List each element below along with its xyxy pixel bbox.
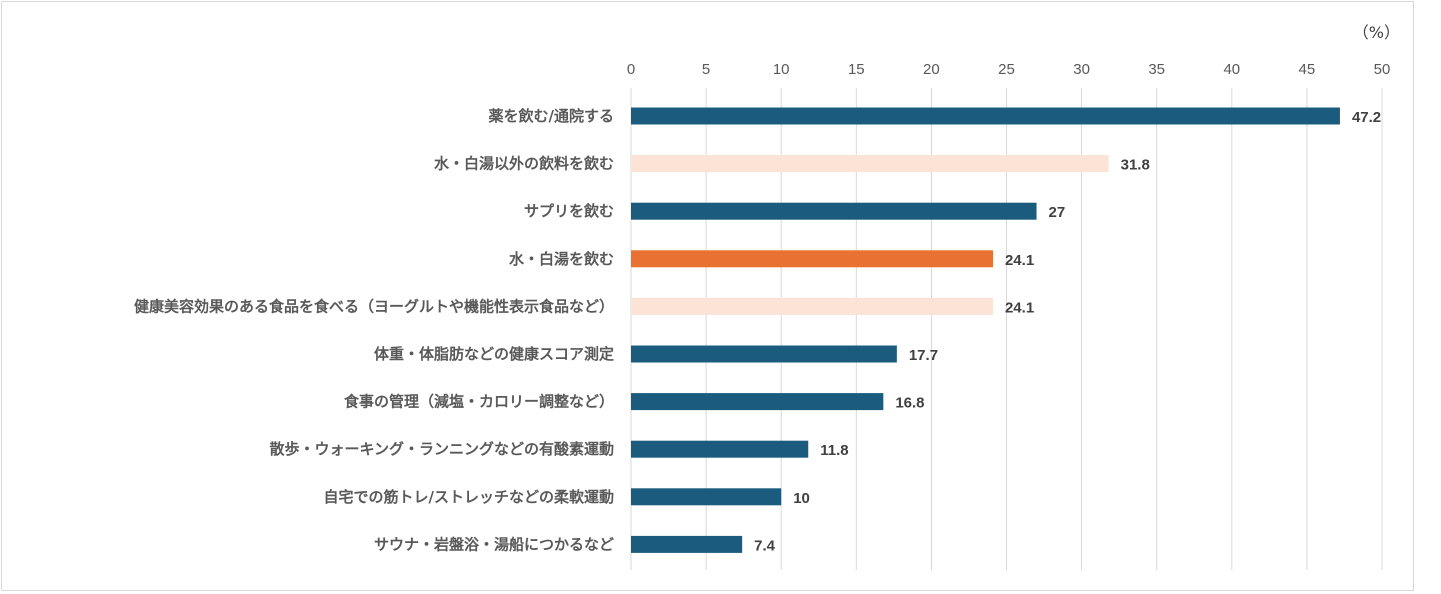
category-label: 水・白湯以外の飲料を飲む xyxy=(434,155,614,173)
data-labels: 47.2 31.8 27 24.1 24.1 17.7 16.8 11.8 10 7.4 xyxy=(754,109,1381,554)
category-label: 散歩・ウォーキング・ランニングなどの有酸素運動 xyxy=(269,440,614,458)
category-label: 水・白湯を飲む xyxy=(509,250,614,268)
x-tick-label: 30 xyxy=(1073,61,1090,78)
category-label: サウナ・岩盤浴・湯船につかるなど xyxy=(374,535,614,553)
unit-label: （%） xyxy=(1353,23,1400,42)
category-label: 薬を飲む/通院する xyxy=(488,107,614,125)
x-tick-label: 20 xyxy=(923,61,940,78)
x-tick-labels: 0 5 10 15 20 25 30 35 40 45 50 xyxy=(627,61,1391,78)
bars xyxy=(631,107,1340,553)
x-tick-label: 0 xyxy=(627,61,635,78)
x-tick-label: 40 xyxy=(1223,61,1240,78)
x-tick-label: 15 xyxy=(848,61,865,78)
x-tick-label: 25 xyxy=(998,61,1015,78)
bar xyxy=(631,202,1037,220)
x-tick-label: 50 xyxy=(1374,61,1391,78)
data-label: 7.4 xyxy=(754,537,776,554)
x-tick-label: 35 xyxy=(1148,61,1165,78)
category-label: 自宅での筋トレ/ストレッチなどの柔軟運動 xyxy=(324,488,614,506)
data-label: 17.7 xyxy=(909,347,938,364)
bar xyxy=(631,345,897,363)
bar xyxy=(631,488,782,506)
data-label: 10 xyxy=(793,490,810,507)
bar xyxy=(631,535,743,553)
data-label: 16.8 xyxy=(895,395,924,412)
bar xyxy=(631,440,809,458)
data-label: 24.1 xyxy=(1005,299,1034,316)
data-label: 24.1 xyxy=(1005,252,1034,269)
data-label: 47.2 xyxy=(1352,109,1381,126)
bar xyxy=(631,107,1340,125)
category-label: サプリを飲む xyxy=(524,202,614,220)
category-label: 健康美容効果のある食品を食べる（ヨーグルトや機能性表示食品など） xyxy=(134,297,614,315)
bar xyxy=(631,155,1109,173)
data-label: 31.8 xyxy=(1121,157,1150,174)
category-labels: 薬を飲む/通院する水・白湯以外の飲料を飲むサプリを飲む水・白湯を飲む健康美容効果… xyxy=(134,107,614,553)
bar xyxy=(631,250,993,268)
data-label: 11.8 xyxy=(820,442,848,459)
category-label: 食事の管理（減塩・カロリー調整など） xyxy=(344,393,614,411)
bar xyxy=(631,297,993,315)
x-tick-label: 5 xyxy=(702,61,710,78)
data-label: 27 xyxy=(1049,204,1066,221)
category-label: 体重・体脂肪などの健康スコア測定 xyxy=(374,345,614,363)
x-tick-label: 10 xyxy=(773,61,790,78)
x-tick-label: 45 xyxy=(1299,61,1316,78)
bar xyxy=(631,393,884,411)
